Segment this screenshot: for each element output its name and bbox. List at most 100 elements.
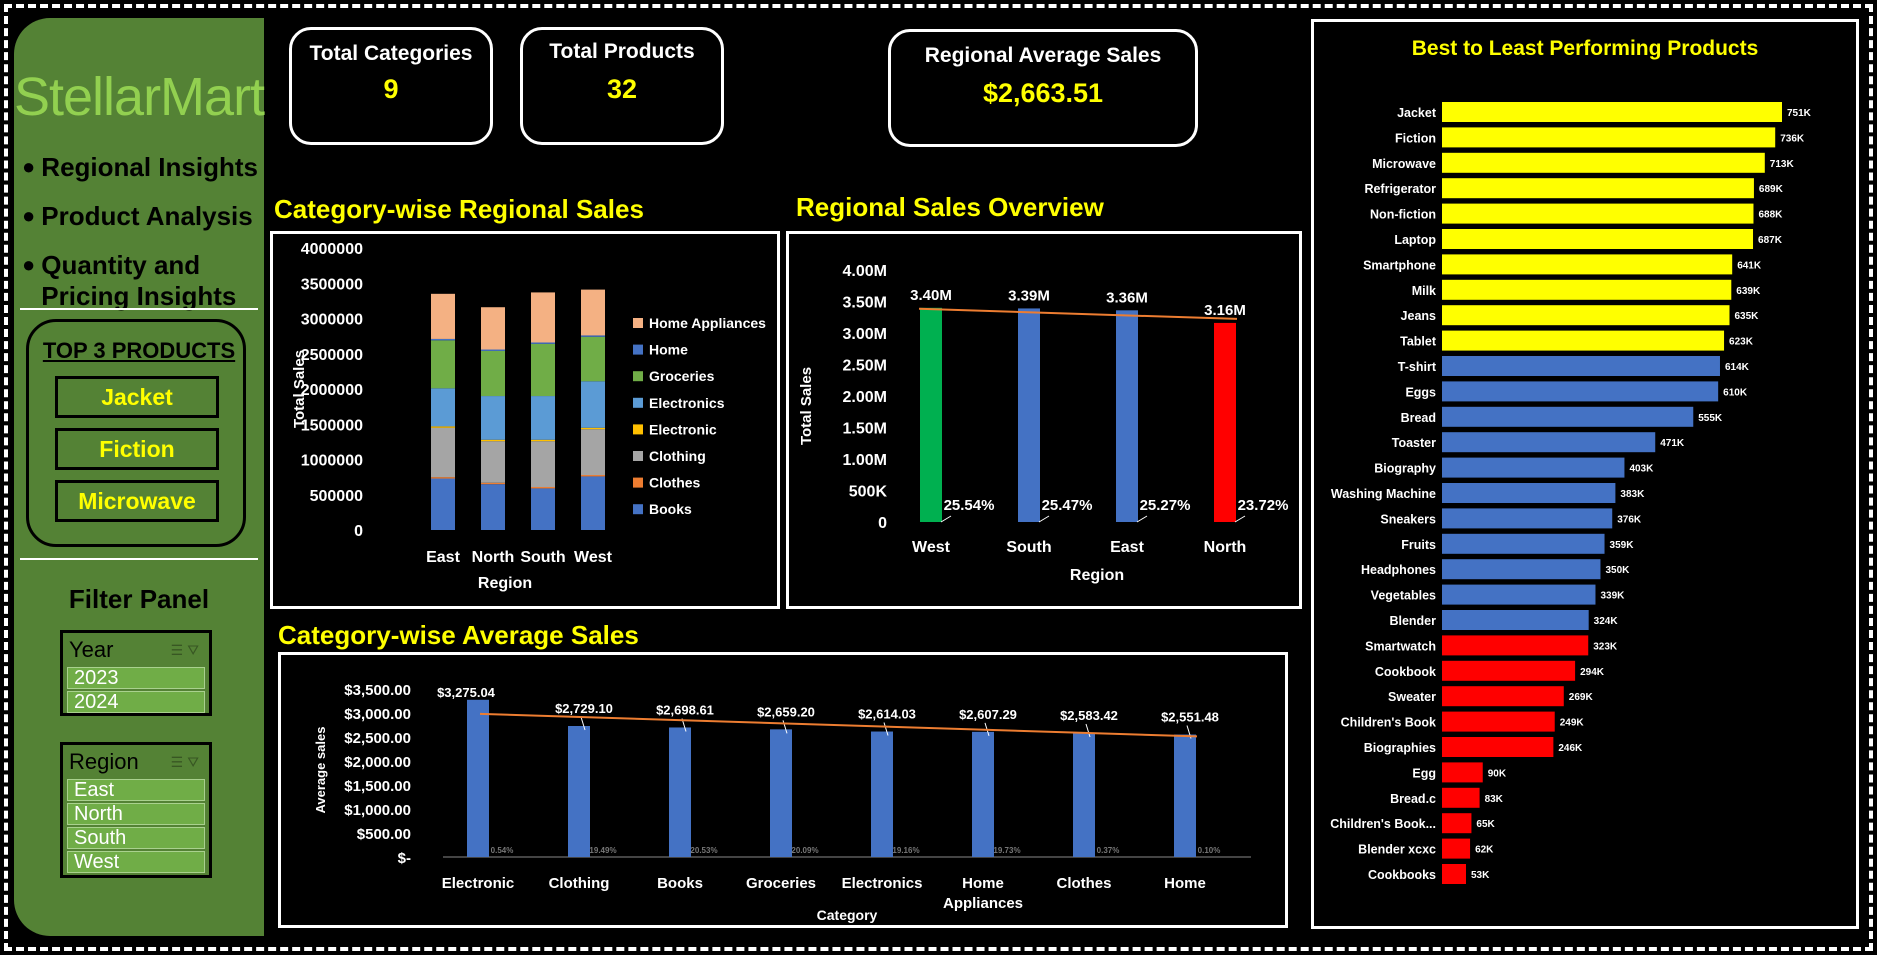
- clear-filter-icon[interactable]: ⛛: [187, 753, 203, 770]
- stacked-bar-segment: [581, 289, 605, 336]
- y-tick-label: $500.00: [357, 826, 411, 843]
- y-tick-label: 500000: [310, 488, 363, 505]
- product-value-label: 53K: [1471, 870, 1490, 881]
- product-bar: [1442, 381, 1719, 402]
- product-bar: [1442, 127, 1776, 148]
- stacked-bar-segment: [431, 477, 455, 479]
- top3-item-3: Microwave: [55, 480, 219, 522]
- region-option-south[interactable]: South: [67, 827, 205, 849]
- stacked-chart-title: Category-wise Regional Sales: [274, 194, 644, 224]
- year-slicer: Year ☰⛛ 2023 2024: [60, 630, 212, 716]
- product-value-label: 403K: [1629, 464, 1654, 475]
- product-bar: [1442, 762, 1483, 783]
- stacked-bar-segment: [581, 429, 605, 476]
- nav-label: Product Analysis: [41, 201, 253, 231]
- region-option-west[interactable]: West: [67, 851, 205, 873]
- stacked-bar-segment: [481, 350, 505, 397]
- multiselect-icon[interactable]: ☰: [170, 641, 188, 658]
- value-leader-line: [1085, 723, 1091, 738]
- nav-label-line2: Pricing Insights: [41, 281, 237, 311]
- product-label: Sneakers: [1380, 512, 1436, 526]
- stacked-bar-segment: [581, 427, 605, 430]
- product-value-label: 246K: [1558, 743, 1583, 754]
- stacked-bar-segment: [531, 441, 555, 487]
- product-label: Washing Machine: [1331, 487, 1436, 501]
- x-tick-label: South: [1006, 539, 1051, 556]
- y-tick-label: 3500000: [301, 276, 363, 293]
- x-tick-label: North: [1204, 539, 1247, 556]
- x-tick-label: Electronics: [842, 875, 923, 892]
- bar-value-label: $2,698.61: [656, 702, 714, 717]
- product-bar: [1442, 229, 1754, 249]
- product-value-label: 294K: [1580, 667, 1605, 678]
- x-tick-label: Clothes: [1056, 875, 1111, 892]
- stacked-bar-segment: [531, 343, 555, 397]
- brand-logo: StellarMart: [14, 67, 265, 127]
- y-tick-label: 3000000: [301, 312, 363, 329]
- product-label: Laptop: [1394, 233, 1436, 247]
- bar: [770, 729, 792, 857]
- nav-regional-insights[interactable]: ● Regional Insights: [22, 152, 258, 182]
- multiselect-icon[interactable]: ☰: [170, 753, 188, 770]
- stacked-bar-segment: [431, 426, 455, 428]
- share-label: 20.09%: [791, 846, 818, 855]
- x-axis-title: Region: [478, 575, 532, 592]
- product-bar: [1442, 864, 1466, 884]
- product-value-label: 471K: [1660, 438, 1685, 449]
- share-leader-line: [940, 515, 952, 523]
- region-option-east[interactable]: East: [67, 779, 205, 801]
- x-tick-label: West: [574, 549, 613, 566]
- nav-quantity-pricing[interactable]: ● Quantity and Pricing Insights: [22, 250, 237, 311]
- bar: [871, 731, 893, 857]
- y-tick-label: $1,500.00: [344, 778, 411, 795]
- y-axis-title: Average sales: [313, 727, 328, 814]
- product-value-label: 383K: [1620, 489, 1645, 500]
- slicer-toolbar: ☰⛛: [171, 642, 203, 659]
- product-label: Biography: [1374, 462, 1436, 476]
- legend-label: Books: [649, 501, 692, 517]
- year-option-2023[interactable]: 2023: [67, 667, 205, 689]
- product-label: Blender: [1389, 614, 1436, 628]
- bar: [1018, 308, 1040, 522]
- regional-chart-title: Regional Sales Overview: [796, 192, 1104, 222]
- bar: [1214, 322, 1236, 522]
- product-value-label: 610K: [1723, 387, 1748, 398]
- x-tick-label: North: [472, 549, 515, 566]
- average-sales-chart: $3,500.00 $3,000.00 $2,500.00 $2,000.00 $1,5…: [313, 682, 1251, 923]
- y-tick-label: 3.00M: [843, 326, 887, 343]
- product-label: Sweater: [1388, 690, 1436, 704]
- product-label: Microwave: [1372, 157, 1436, 171]
- product-label: Smartwatch: [1365, 639, 1436, 653]
- kpi-label: Regional Average Sales: [924, 44, 1162, 67]
- bar: [972, 731, 994, 857]
- sidebar: StellarMart ● Regional Insights ● Product …: [14, 18, 265, 936]
- product-value-label: 713K: [1770, 159, 1795, 170]
- product-label: Milk: [1412, 284, 1436, 298]
- legend-swatch: [633, 371, 643, 382]
- region-option-north[interactable]: North: [67, 803, 205, 825]
- bar-value-label: $2,729.10: [555, 701, 613, 716]
- share-label: 25.47%: [1042, 497, 1093, 514]
- product-bar: [1442, 203, 1754, 224]
- product-bar: [1442, 152, 1765, 173]
- nav-product-analysis[interactable]: ● Product Analysis: [22, 201, 253, 231]
- stacked-bar-segment: [431, 427, 455, 478]
- trendline: [918, 307, 1238, 320]
- product-value-label: 323K: [1593, 641, 1618, 652]
- y-tick-label: 2.50M: [843, 358, 887, 375]
- stacked-bar-segment: [531, 292, 555, 343]
- product-bar: [1442, 457, 1625, 478]
- x-tick-label: East: [1110, 539, 1144, 556]
- y-tick-label: 4000000: [301, 241, 363, 258]
- avg-chart-title: Category-wise Average Sales: [278, 620, 639, 650]
- year-option-2024[interactable]: 2024: [67, 691, 205, 713]
- stacked-bar-segment: [481, 441, 505, 483]
- regional-bar-chart: 4.00M 3.50M 3.00M 2.50M 2.00M 1.50M 1.00M 500K 0…: [798, 263, 1288, 584]
- top3-item-2: Fiction: [55, 428, 219, 470]
- kpi-label: Total Products: [549, 40, 695, 63]
- legend-label: Groceries: [649, 368, 715, 384]
- top3-item-1: Jacket: [55, 376, 219, 418]
- bar: [920, 307, 942, 522]
- clear-filter-icon[interactable]: ⛛: [187, 641, 203, 658]
- stacked-bar-segment: [431, 388, 455, 427]
